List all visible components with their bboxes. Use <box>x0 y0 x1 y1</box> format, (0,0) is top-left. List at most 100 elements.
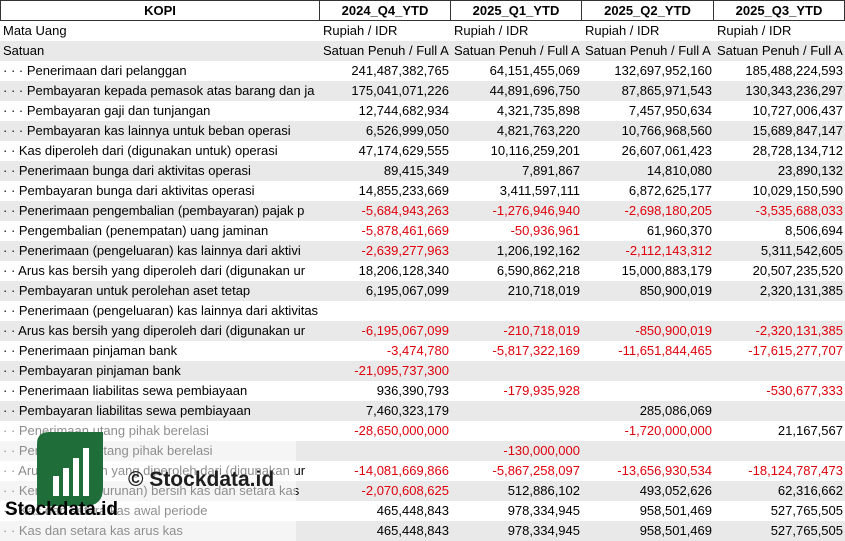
table-cell: 6,195,067,099 <box>365 283 449 298</box>
row-label: Satuan <box>3 43 45 58</box>
table-cell: -50,936,961 <box>510 223 580 238</box>
table-cell: Satuan Penuh / Full A <box>585 43 711 58</box>
table-cell: 4,821,763,220 <box>496 123 580 138</box>
table-row: · · · Pembayaran kas lainnya untuk beban… <box>0 121 845 141</box>
table-cell: 2,320,131,385 <box>759 283 843 298</box>
table-cell <box>582 441 714 461</box>
table-cell: 6,526,999,050 <box>365 123 449 138</box>
row-label: · · Pembayaran pinjaman bank <box>3 363 181 378</box>
table-cell: 1,206,192,162 <box>496 243 580 258</box>
table-row: · · Pembayaran pinjaman bank -21,095,737,… <box>0 361 845 381</box>
table-cell: 28,728,134,712 <box>752 143 843 158</box>
table-cell: Satuan Penuh / Full A <box>323 43 449 58</box>
table-cell: 21,167,567 <box>777 423 843 438</box>
table-row: · · Penerimaan bunga dari aktivitas oper… <box>0 161 845 181</box>
table-cell: 14,810,080 <box>646 163 712 178</box>
table-cell <box>451 401 582 421</box>
table-cell: -18,124,787,473 <box>748 463 843 478</box>
table-cell: 18,206,128,340 <box>358 263 449 278</box>
table-cell: 15,689,847,147 <box>752 123 843 138</box>
table-cell <box>320 301 451 321</box>
table-cell: 10,116,259,201 <box>490 143 580 158</box>
table-row: · · Kas diperoleh dari (digunakan untuk)… <box>0 141 845 161</box>
table-cell: -5,817,322,169 <box>492 343 580 358</box>
row-label: Mata Uang <box>3 23 67 38</box>
table-cell: 6,872,625,177 <box>628 183 712 198</box>
table-cell: -5,878,461,669 <box>361 223 449 238</box>
table-cell <box>582 381 714 401</box>
table-row: · · Penerimaan pengembalian (pembayaran)… <box>0 201 845 221</box>
table-cell: 23,890,132 <box>777 163 843 178</box>
table-cell: 3,411,597,111 <box>499 183 580 198</box>
table-row: · · Arus kas bersih yang diperoleh dari … <box>0 321 845 341</box>
watermark-brand: Stockdata.id <box>5 499 118 520</box>
table-cell: -850,900,019 <box>635 323 712 338</box>
table-row: · · Penerimaan liabilitas sewa pembiayaa… <box>0 381 845 401</box>
table-cell: -2,112,143,312 <box>625 243 713 258</box>
table-row: · · Pembayaran liabilitas sewa pembiayaa… <box>0 401 845 421</box>
table-cell: 7,891,867 <box>522 163 580 178</box>
table-cell: -5,684,943,263 <box>361 203 449 218</box>
table-cell: 978,334,945 <box>507 503 580 518</box>
table-cell: 7,457,950,634 <box>628 103 712 118</box>
table-cell: 64,151,455,069 <box>489 63 580 78</box>
table-cell: 12,744,682,934 <box>358 103 449 118</box>
row-label: · · Pembayaran liabilitas sewa pembiayaa… <box>3 403 251 418</box>
table-cell: -11,651,844,465 <box>618 343 712 358</box>
table-cell: 978,334,945 <box>507 523 580 538</box>
column-header: 2024_Q4_YTD <box>320 0 451 21</box>
table-cell: 89,415,349 <box>383 163 449 178</box>
table-cell: -530,677,333 <box>766 383 843 398</box>
row-label: · · Penerimaan liabilitas sewa pembiayaa… <box>3 383 248 398</box>
row-label: · · · Pembayaran kepada pemasok atas bar… <box>3 83 315 98</box>
row-label: · · Penerimaan bunga dari aktivitas oper… <box>3 163 251 178</box>
table-cell: -2,320,131,385 <box>755 323 843 338</box>
row-label: · · Kas diperoleh dari (digunakan untuk)… <box>3 143 278 158</box>
table-cell: -14,081,669,866 <box>354 463 449 478</box>
row-label: · · Penerimaan pengembalian (pembayaran)… <box>3 203 305 218</box>
table-cell: -130,000,000 <box>503 443 580 458</box>
row-label: · · · Penerimaan dari pelanggan <box>3 63 187 78</box>
table-cell: -5,867,258,097 <box>492 463 580 478</box>
table-cell <box>451 421 582 441</box>
table-cell: Rupiah / IDR <box>585 23 660 38</box>
row-label: · · Penerimaan pinjaman bank <box>3 343 178 358</box>
table-cell <box>714 301 845 321</box>
row-label: · · · Pembayaran gaji dan tunjangan <box>3 103 211 118</box>
table-cell: -21,095,737,300 <box>354 363 449 378</box>
table-cell: 850,900,019 <box>639 283 712 298</box>
table-cell <box>451 301 582 321</box>
table-cell: 6,590,862,218 <box>496 263 580 278</box>
column-header: 2025_Q2_YTD <box>582 0 714 21</box>
table-cell: 958,501,469 <box>639 523 712 538</box>
table-cell: 14,855,233,669 <box>358 183 449 198</box>
table-cell: Rupiah / IDR <box>717 23 792 38</box>
table-cell: 5,311,542,605 <box>760 243 843 258</box>
row-label: · · Pembayaran bunga dari aktivitas oper… <box>3 183 255 198</box>
table-row: · · Pembayaran untuk perolehan aset teta… <box>0 281 845 301</box>
table-cell: Satuan Penuh / Full A <box>717 43 843 58</box>
table-cell <box>320 441 451 461</box>
table-cell: 7,460,323,179 <box>365 403 449 418</box>
table-cell: 132,697,952,160 <box>614 63 712 78</box>
table-cell: Satuan Penuh / Full A <box>454 43 580 58</box>
row-label: · · · Pembayaran kas lainnya untuk beban… <box>3 123 291 138</box>
table-cell: -1,276,946,940 <box>492 203 580 218</box>
table-cell: -210,718,019 <box>503 323 580 338</box>
table-row: · · Arus kas bersih yang diperoleh dari … <box>0 261 845 281</box>
table-cell: 26,607,061,423 <box>621 143 712 158</box>
table-cell: 285,086,069 <box>639 403 712 418</box>
table-cell <box>451 361 582 381</box>
table-cell: 4,321,735,898 <box>496 103 580 118</box>
table-row: · · Penerimaan pinjaman bank -3,474,780 -5… <box>0 341 845 361</box>
table-cell: -179,935,928 <box>503 383 580 398</box>
table-row: Satuan Satuan Penuh / Full A Satuan Penuh … <box>0 41 845 61</box>
table-cell: 210,718,019 <box>507 283 580 298</box>
table-cell <box>714 401 845 421</box>
table-cell: 527,765,505 <box>770 523 843 538</box>
row-label: · · Arus kas bersih yang diperoleh dari … <box>3 263 306 278</box>
table-cell: -2,639,277,963 <box>361 243 449 258</box>
table-row: · · · Penerimaan dari pelanggan 241,487,3… <box>0 61 845 81</box>
table-cell: 175,041,071,226 <box>351 83 449 98</box>
